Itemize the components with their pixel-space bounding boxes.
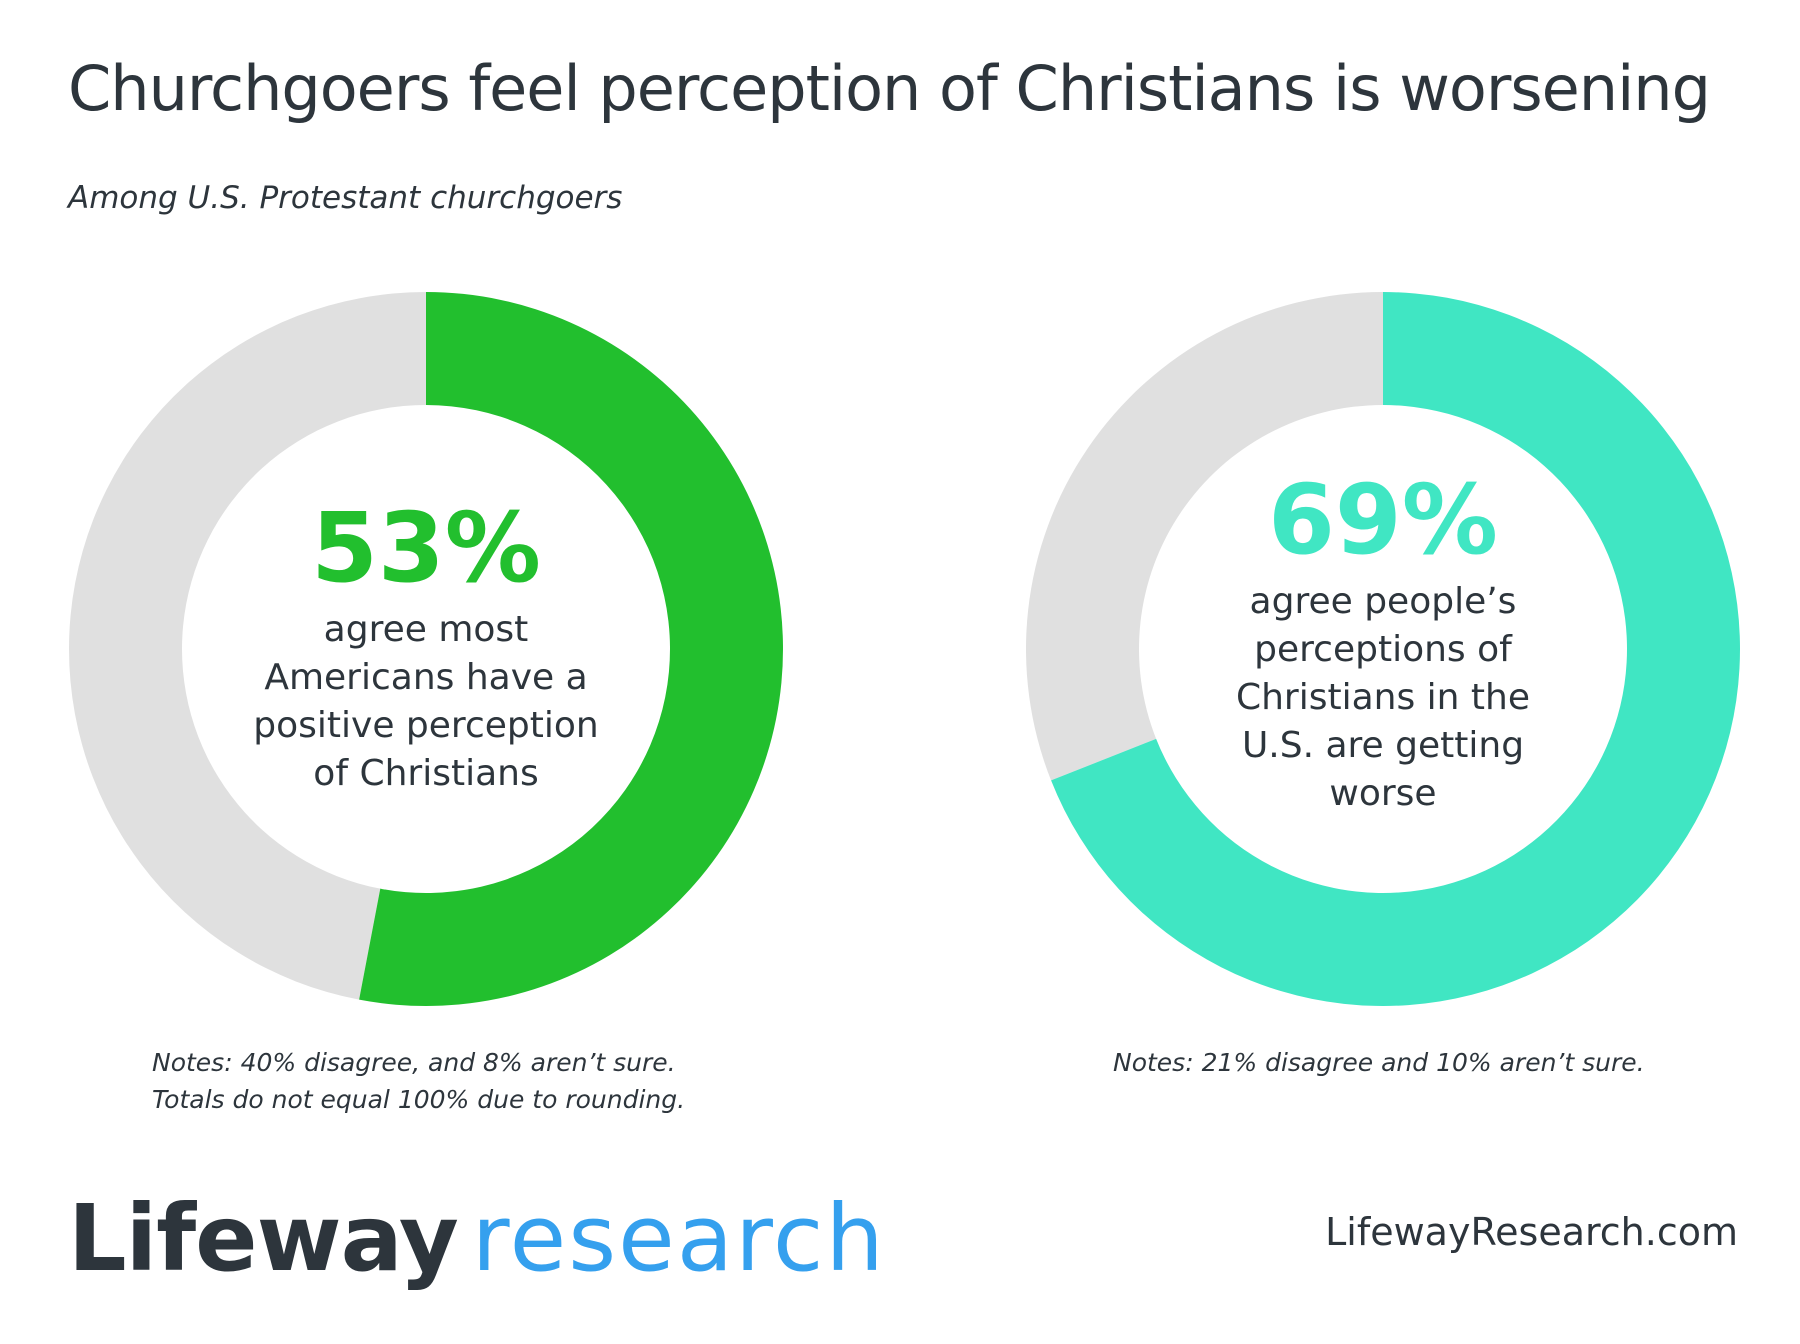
donut-1-value-slice <box>359 292 783 1006</box>
chart-subtitle: Among U.S. Protestant churchgoers <box>68 180 623 216</box>
website-url: LifewayResearch.com <box>1325 1210 1738 1254</box>
donut-1-desc-line: of Christians <box>313 753 539 794</box>
donut-1-percent: 53% <box>311 492 541 604</box>
note-line: Notes: 21% disagree and 10% aren’t sure. <box>1113 1048 1645 1077</box>
donut-2-desc-line: agree people’s <box>1249 581 1517 622</box>
donut-2-desc-line: worse <box>1329 773 1437 814</box>
donut-1-remainder-slice <box>68 292 426 1000</box>
donut-2-desc-line: perceptions of <box>1254 629 1512 670</box>
note-line: Notes: 40% disagree, and 8% aren’t sure. <box>152 1048 676 1077</box>
donut-1-center: 53% agree most Americans have a positive… <box>226 500 626 798</box>
donut-1-notes: Notes: 40% disagree, and 8% aren’t sure.… <box>152 1044 685 1118</box>
donut-1-desc-line: agree most <box>323 609 529 650</box>
lifeway-research-logo: Lifeway research <box>68 1185 886 1292</box>
note-line: Totals do not equal 100% due to rounding… <box>152 1085 686 1114</box>
donut-1-desc-line: positive perception <box>253 705 599 746</box>
donut-2-center: 69% agree people’s perceptions of Christ… <box>1183 472 1583 818</box>
donut-2-percent: 69% <box>1268 464 1498 576</box>
donut-2-desc-line: U.S. are getting <box>1241 725 1525 766</box>
donut-2-notes: Notes: 21% disagree and 10% aren’t sure. <box>1113 1044 1645 1081</box>
donut-1-desc-line: Americans have a <box>264 657 588 698</box>
donut-2-value-slice <box>1051 292 1740 1006</box>
logo-research: research <box>471 1185 886 1292</box>
logo-lifeway: Lifeway <box>68 1185 459 1292</box>
chart-title: Churchgoers feel perception of Christian… <box>68 52 1711 125</box>
donut-2-remainder-slice <box>1026 292 1383 781</box>
donut-2-desc-line: Christians in the <box>1235 677 1531 718</box>
